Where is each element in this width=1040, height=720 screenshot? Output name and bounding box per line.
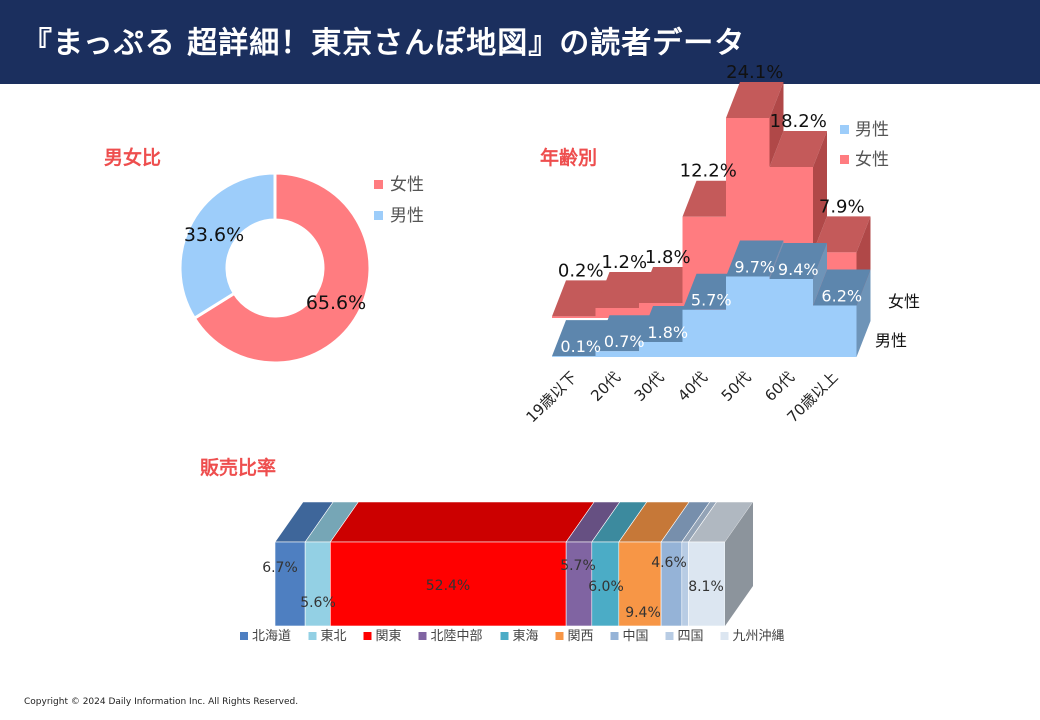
female-area-top-3: [682, 180, 740, 217]
legend-swatch: [374, 211, 383, 220]
copyright-notice: Copyright © 2024 Daily Information Inc. …: [24, 697, 299, 707]
donut-label: 33.6%: [184, 224, 244, 246]
legend-swatch: [418, 632, 427, 640]
legend-label: 女性: [855, 150, 889, 170]
bar-side-face: [725, 502, 753, 626]
male-area-data-label: 1.8%: [647, 323, 688, 342]
donut-slice-male: [178, 171, 277, 321]
bar-segment-0: [274, 541, 306, 627]
female-area-data-label: 24.1%: [726, 62, 783, 83]
page-title: 『まっぷる 超詳細！東京さんぽ地図』の読者データ: [22, 26, 746, 61]
bar-segment-1: [304, 541, 331, 627]
sales-chart-title: 販売比率: [200, 457, 277, 479]
legend-swatch: [840, 155, 849, 164]
sales-stacked-bar-chart: 6.7% 5.6% 52.4% 5.7% 6.0%9.4% 4.6%8.1% 北海道 東北 関東…: [240, 501, 785, 644]
male-area-side-6: [856, 269, 871, 357]
male-area-data-label: 0.7%: [604, 332, 645, 351]
x-tick-label: 40代: [674, 368, 711, 405]
female-area-side-5: [813, 130, 827, 253]
legend-swatch: [363, 632, 372, 640]
female-area-top-5: [769, 130, 827, 167]
legend-swatch: [374, 180, 383, 189]
male-area-data-label: 5.7%: [691, 291, 732, 310]
legend-swatch: [665, 632, 674, 640]
female-area-side-4: [769, 81, 784, 167]
gender-chart-title: 男女比: [104, 147, 162, 169]
legend-label: 東海: [513, 628, 539, 644]
legend-label: 関西: [568, 629, 594, 644]
legend-label: 九州沖縄: [733, 629, 785, 644]
bar-segment-4: [591, 541, 620, 627]
legend-label: 女性: [390, 175, 424, 195]
x-tick-label: 20代: [587, 368, 624, 405]
male-area-top-3: [682, 273, 740, 310]
bar-data-label: 6.0%: [588, 579, 624, 595]
male-area-side-5: [813, 242, 827, 306]
legend-swatch: [308, 632, 317, 640]
donut-slice-female: [192, 171, 372, 365]
female-area-top-4: [726, 81, 784, 118]
depth-label: 女性: [888, 292, 920, 311]
x-tick-label: 30代: [631, 368, 668, 405]
bar-data-label: 5.6%: [300, 595, 336, 611]
bar-data-label: 52.4%: [426, 578, 470, 594]
female-area-data-label: 1.8%: [645, 247, 691, 268]
male-area-top-2: [639, 306, 697, 343]
bar-data-label: 5.7%: [560, 558, 596, 574]
female-area-data-label: 0.2%: [558, 260, 604, 281]
female-area-data-label: 7.9%: [819, 196, 865, 217]
legend-label: 男性: [390, 206, 424, 226]
female-area-top-1: [595, 272, 653, 309]
bar-data-label: 6.7%: [262, 560, 298, 576]
male-area-data-label: 6.2%: [821, 287, 862, 306]
female-area-top-6: [813, 216, 871, 253]
bar-data-label: 9.4%: [625, 605, 661, 621]
female-area-data-label: 1.2%: [601, 252, 647, 273]
bar-segment-top-2: [329, 501, 595, 543]
female-area-top-0: [552, 280, 610, 317]
x-tick-label: 50代: [718, 368, 755, 405]
legend-swatch: [840, 125, 849, 134]
legend-label: 関東: [376, 628, 402, 644]
female-area-data-label: 12.2%: [680, 161, 737, 182]
legend-swatch: [555, 632, 564, 640]
male-area-side-4: [769, 240, 784, 279]
bar-segment-2: [330, 541, 567, 627]
male-area-top-0: [552, 320, 610, 357]
male-area-data-label: 0.1%: [560, 337, 601, 356]
legend-label: 中国: [623, 629, 649, 644]
header-bar: 『まっぷる 超詳細！東京さんぽ地図』の読者データ: [0, 0, 1040, 84]
bar-data-label: 4.6%: [651, 555, 687, 571]
male-area-top-5: [769, 242, 827, 279]
male-area-top-4: [726, 240, 784, 277]
male-area-top-6: [813, 269, 871, 306]
x-tick-label: 60代: [761, 368, 798, 405]
legend-label: 東北: [321, 628, 347, 644]
donut-label: 65.6%: [306, 292, 366, 314]
male-area-top-1: [595, 315, 653, 352]
x-tick-label: 19歳以下: [523, 368, 581, 426]
legend-label: 北陸中部: [431, 628, 483, 644]
legend-swatch: [720, 632, 729, 640]
legend-label: 四国: [678, 629, 704, 644]
legend-label: 男性: [855, 120, 889, 140]
female-area-top-2: [639, 267, 697, 304]
age-3d-area-chart: 0.2%1.2%1.8%12.2%24.1%18.2%7.9%0.1% 0.7% 1…: [523, 62, 920, 426]
legend-label: 北海道: [252, 629, 291, 644]
age-chart-title: 年齢別: [540, 147, 598, 169]
legend-swatch: [610, 632, 619, 640]
legend-swatch: [500, 632, 509, 640]
female-area-data-label: 18.2%: [770, 111, 827, 132]
male-area-front: [552, 276, 857, 357]
legend-swatch: [240, 632, 248, 640]
bar-data-label: 8.1%: [688, 579, 724, 595]
male-area-data-label: 9.4%: [778, 260, 819, 279]
male-area-data-label: 9.7%: [734, 257, 775, 276]
depth-label: 男性: [875, 331, 907, 350]
